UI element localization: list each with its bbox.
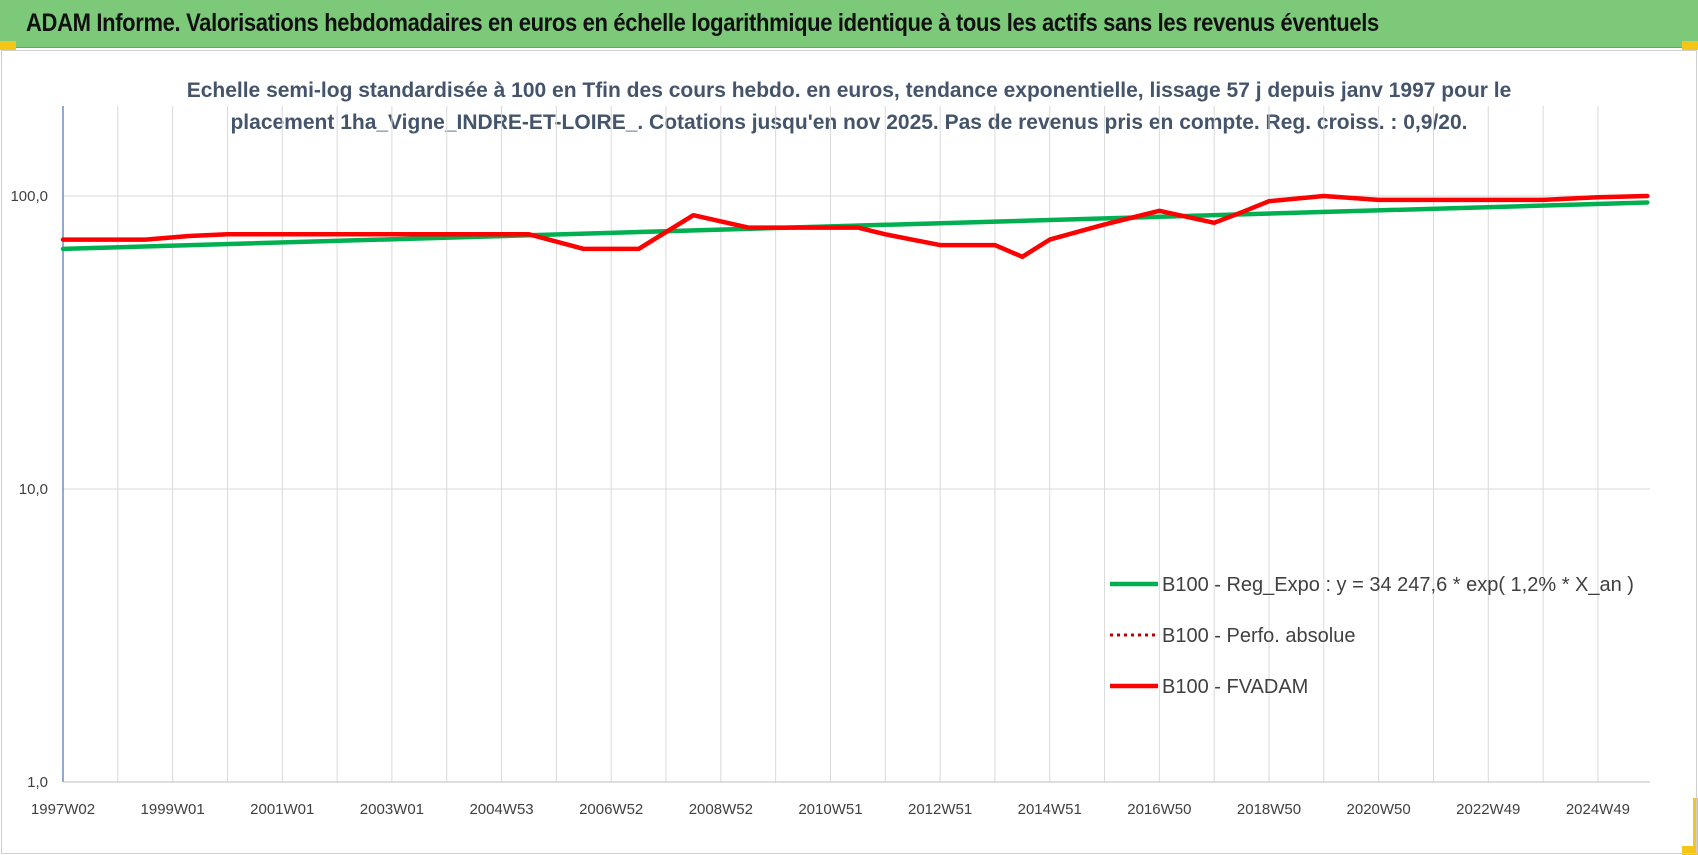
x-tick-label: 1997W02 (31, 801, 95, 818)
x-tick-label: 2024W49 (1566, 801, 1630, 818)
x-tick-label: 2020W50 (1347, 801, 1411, 818)
y-tick-label: 100,0 (10, 188, 48, 205)
banner: ADAM Informe. Valorisations hebdomadaire… (0, 0, 1698, 48)
x-tick-label: 2016W50 (1127, 801, 1191, 818)
legend-label-2: B100 - FVADAM (1162, 676, 1308, 698)
x-tick-label: 2008W52 (689, 801, 753, 818)
x-tick-label: 2012W51 (908, 801, 972, 818)
x-tick-label: 2004W53 (469, 801, 533, 818)
x-tick-label: 1999W01 (141, 801, 205, 818)
x-tick-label: 2010W51 (798, 801, 862, 818)
x-tick-label: 2022W49 (1456, 801, 1520, 818)
corner-accent-bottom-right-foot (1682, 846, 1698, 855)
y-tick-label: 1,0 (27, 774, 48, 791)
legend-label-1: B100 - Perfo. absolue (1162, 625, 1355, 647)
legend-label-0: B100 - Reg_Expo : y = 34 247,6 * exp( 1,… (1162, 574, 1634, 596)
chart-series (60, 193, 1650, 260)
corner-accent-top-right (1682, 41, 1698, 50)
y-tick-label: 10,0 (19, 481, 48, 498)
chart-axes (62, 106, 1650, 783)
x-tick-label: 2001W01 (250, 801, 314, 818)
chart-subtitle-line-1: Echelle semi-log standardisée à 100 en T… (187, 79, 1512, 102)
banner-title: ADAM Informe. Valorisations hebdomadaire… (26, 9, 1379, 37)
x-tick-label: 2003W01 (360, 801, 424, 818)
corner-accent-top-left (0, 41, 16, 50)
chart-tick-labels: 100,0 10,0 1,0 1997W02 1999W01 2001W01 2003W01… (10, 188, 1630, 818)
series-line-2 (60, 193, 1650, 260)
corner-accent-bottom-right (1693, 798, 1698, 855)
x-tick-label: 2006W52 (579, 801, 643, 818)
chart-frame (1, 50, 1697, 854)
chart-subtitle-line-2: placement 1ha_Vigne_INDRE-ET-LOIRE_. Cot… (230, 111, 1467, 134)
chart-legend: B100 - Reg_Expo : y = 34 247,6 * exp( 1,… (1110, 574, 1634, 698)
x-tick-label: 2014W51 (1018, 801, 1082, 818)
x-tick-label: 2018W50 (1237, 801, 1301, 818)
